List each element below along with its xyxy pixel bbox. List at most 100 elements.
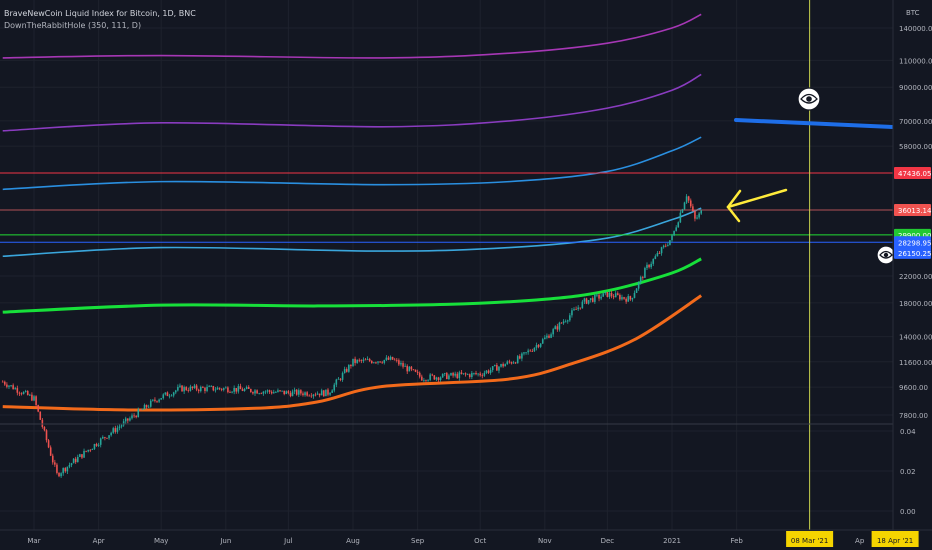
candle bbox=[598, 293, 600, 302]
candle bbox=[181, 385, 183, 392]
candle bbox=[160, 398, 162, 400]
candle bbox=[233, 385, 235, 395]
candle bbox=[256, 389, 258, 394]
envelope-bands bbox=[2, 13, 703, 412]
candle bbox=[594, 294, 596, 304]
candle bbox=[191, 386, 194, 390]
candle bbox=[621, 294, 623, 301]
candle bbox=[677, 221, 680, 228]
candle bbox=[74, 456, 77, 464]
candle bbox=[272, 389, 275, 394]
candle bbox=[348, 364, 350, 373]
candle bbox=[250, 388, 252, 393]
candle bbox=[619, 293, 621, 301]
candle bbox=[12, 383, 14, 390]
candle bbox=[604, 291, 607, 296]
candle bbox=[112, 426, 115, 434]
candle bbox=[162, 393, 165, 400]
candle bbox=[569, 313, 571, 322]
candle bbox=[685, 194, 688, 204]
candle bbox=[554, 325, 557, 330]
candle bbox=[285, 390, 288, 395]
candle bbox=[446, 371, 448, 380]
candle bbox=[525, 352, 527, 355]
candle bbox=[700, 209, 702, 215]
price-label: 26150.25 bbox=[894, 246, 931, 259]
arrow-drawing[interactable] bbox=[726, 188, 788, 223]
candle bbox=[310, 393, 313, 398]
candle bbox=[245, 385, 248, 390]
candle bbox=[437, 376, 440, 383]
candle bbox=[646, 262, 648, 271]
candle bbox=[500, 363, 502, 368]
candle bbox=[168, 393, 171, 399]
candle bbox=[487, 369, 490, 374]
candle bbox=[389, 355, 392, 361]
time-axis-ticks[interactable]: Mar Apr May Jun Jul Aug Sep Oct Nov Dec 2021 Feb 08 … bbox=[27, 531, 919, 547]
candle bbox=[291, 389, 294, 397]
candle bbox=[33, 395, 35, 402]
candle bbox=[581, 299, 584, 309]
candle bbox=[439, 376, 442, 382]
candle bbox=[368, 357, 371, 363]
candle bbox=[208, 384, 210, 388]
candle bbox=[546, 333, 548, 340]
candle bbox=[72, 458, 75, 464]
candle bbox=[187, 387, 190, 393]
candle bbox=[314, 392, 317, 397]
candle bbox=[502, 362, 504, 368]
oscillator-axis-ticks[interactable]: 0.04 0.02 0.00 bbox=[900, 428, 916, 516]
candle bbox=[633, 290, 636, 299]
candle bbox=[229, 390, 231, 393]
candle bbox=[504, 363, 507, 367]
candle bbox=[366, 356, 369, 361]
candle bbox=[566, 319, 569, 324]
oscillator-tick-label: 0.02 bbox=[900, 468, 916, 476]
candle bbox=[623, 296, 625, 300]
candle bbox=[131, 413, 133, 420]
candle bbox=[195, 384, 198, 392]
price-tick-label: 22000.00 bbox=[899, 273, 932, 281]
candle bbox=[281, 390, 283, 392]
svg-text:28298.95: 28298.95 bbox=[898, 239, 931, 247]
candle bbox=[158, 398, 160, 404]
candle bbox=[277, 388, 279, 393]
candle bbox=[637, 281, 640, 291]
price-axis-ticks[interactable]: 140000.00 110000.00 90000.00 70000.00 58000.… bbox=[899, 25, 932, 420]
candle bbox=[297, 388, 300, 398]
candle bbox=[85, 450, 87, 453]
candle bbox=[149, 399, 152, 408]
time-tick-label: Dec bbox=[601, 537, 615, 545]
candle bbox=[4, 380, 6, 386]
price-axis-bg bbox=[893, 0, 932, 530]
candle bbox=[358, 358, 361, 363]
candle bbox=[202, 385, 204, 389]
candle bbox=[493, 364, 496, 367]
candle bbox=[485, 369, 488, 375]
candle bbox=[466, 373, 469, 376]
price-label: 36013.14 bbox=[894, 203, 932, 216]
candle bbox=[391, 356, 394, 360]
svg-text:47436.05: 47436.05 bbox=[898, 170, 931, 178]
blue-trend-line[interactable] bbox=[734, 118, 895, 129]
time-tick-label: 18 Apr '21 bbox=[877, 537, 913, 545]
time-tick-label: Jun bbox=[219, 537, 231, 545]
candle bbox=[541, 337, 544, 345]
candle bbox=[218, 387, 221, 391]
candle bbox=[431, 373, 434, 377]
candle bbox=[679, 210, 682, 224]
candle bbox=[154, 397, 156, 403]
candle bbox=[247, 385, 250, 389]
candle bbox=[479, 371, 481, 377]
candle bbox=[289, 390, 292, 398]
candle bbox=[537, 343, 540, 349]
candle bbox=[556, 323, 559, 332]
candle bbox=[102, 435, 104, 440]
candle bbox=[260, 392, 263, 395]
candle bbox=[664, 243, 667, 248]
band-line-5 bbox=[2, 207, 702, 258]
candle bbox=[527, 348, 529, 355]
candle bbox=[24, 389, 27, 393]
candle bbox=[573, 307, 575, 311]
